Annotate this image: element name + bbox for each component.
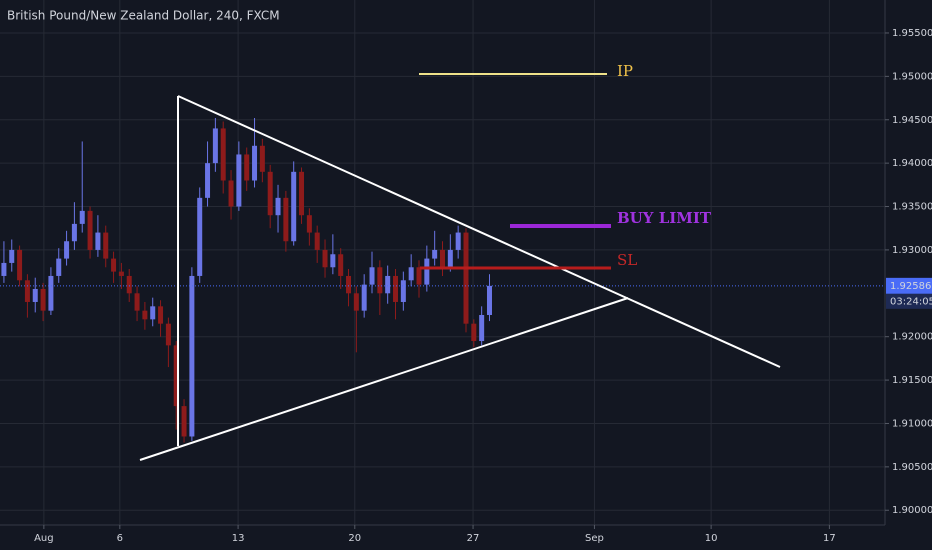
candle-body (385, 275, 391, 294)
candle-body (275, 197, 281, 216)
y-tick-label: 1.93000 (892, 245, 932, 256)
candle-body (244, 154, 250, 181)
x-tick-label: Sep (585, 533, 604, 544)
ip-label: IP (617, 62, 633, 80)
candle-body (79, 210, 85, 224)
y-tick-label: 1.95000 (892, 71, 932, 82)
candle-body (158, 306, 164, 324)
candle-body (479, 315, 485, 342)
y-tick-label: 1.91500 (892, 375, 932, 386)
candle-body (267, 171, 273, 216)
candle-body (424, 258, 430, 285)
y-tick-label: 1.94000 (892, 158, 932, 169)
candle-body (87, 210, 93, 250)
candle-body (353, 293, 359, 311)
trendline-upper (177, 95, 781, 368)
candle-body (369, 267, 375, 285)
candle-body (189, 275, 195, 437)
candle-body (103, 232, 109, 259)
sl-label: SL (617, 251, 637, 269)
y-tick-label: 1.93500 (892, 202, 932, 213)
candle-body (181, 406, 187, 437)
candle-body (32, 288, 38, 302)
candle-body (471, 323, 477, 342)
candle-body (9, 249, 15, 263)
candle-body (393, 275, 399, 302)
candle-body (306, 215, 312, 233)
countdown-label: 03:24:05 (890, 296, 932, 307)
last-price-label: 1.92586 (890, 281, 931, 292)
candle-body (95, 232, 101, 250)
candle-body (252, 145, 258, 181)
candle-body (173, 345, 179, 407)
y-tick-label: 1.95500 (892, 28, 932, 39)
candle-body (71, 223, 77, 242)
x-tick-label: 17 (823, 533, 836, 544)
candle-body (400, 280, 406, 302)
y-tick-label: 1.91000 (892, 418, 932, 429)
chart-title: British Pound/New Zealand Dollar, 240, F… (7, 9, 280, 23)
candle-body (134, 293, 140, 311)
candles (0, 118, 885, 443)
candle-body (56, 258, 62, 276)
y-tick-label: 1.90000 (892, 505, 932, 516)
candle-body (486, 285, 492, 315)
candle-body (416, 267, 422, 285)
x-tick-label: 13 (232, 533, 245, 544)
candle-body (259, 145, 265, 172)
candle-body (118, 271, 124, 276)
candle-body (440, 249, 445, 268)
candle-body (447, 249, 453, 268)
candle-body (236, 154, 242, 207)
candle-body (212, 128, 218, 164)
buy-limit-label: BUY LIMIT (617, 209, 712, 227)
candle-body (283, 197, 289, 242)
candle-body (330, 254, 336, 268)
countdown-box (886, 293, 932, 309)
y-tick-label: 1.92000 (892, 332, 932, 343)
candle-body (463, 232, 469, 324)
x-tick-label: 20 (348, 533, 361, 544)
candle-body (408, 267, 414, 281)
candle-body (322, 249, 328, 268)
last-price-box (886, 277, 932, 294)
y-tick-label: 1.94500 (892, 115, 932, 126)
candle-body (299, 171, 305, 216)
x-tick-label: 6 (117, 533, 123, 544)
candle-body (346, 275, 352, 294)
candle-body (314, 232, 320, 250)
candle-body (1, 262, 7, 276)
candle-body (220, 128, 226, 181)
candle-body (228, 180, 234, 207)
candle-body (455, 232, 461, 250)
x-tick-label: 10 (705, 533, 718, 544)
candle-body (48, 275, 54, 311)
candle-body (291, 171, 297, 242)
grid (0, 0, 885, 525)
candle-body (24, 280, 30, 302)
axes: 1.95500 1.95000 1.94500 1.94000 1.93500 1.930… (34, 28, 932, 544)
candle-body (432, 249, 438, 259)
x-tick-label: 27 (467, 533, 480, 544)
candle-body (165, 323, 171, 346)
candle-body (17, 249, 23, 281)
candle-body (377, 267, 383, 294)
trendline-lower (139, 297, 629, 461)
x-tick-label: Aug (34, 533, 54, 544)
candle-body (338, 254, 344, 276)
candle-body (142, 310, 148, 320)
candle-body (64, 241, 70, 259)
candle-body (361, 284, 367, 311)
candle-body (150, 306, 156, 320)
candle-body (197, 197, 203, 276)
candle-body (126, 275, 132, 294)
candle-body (205, 163, 211, 198)
candle-body (40, 288, 46, 311)
candle-body (111, 258, 117, 272)
y-tick-label: 1.90500 (892, 462, 932, 473)
